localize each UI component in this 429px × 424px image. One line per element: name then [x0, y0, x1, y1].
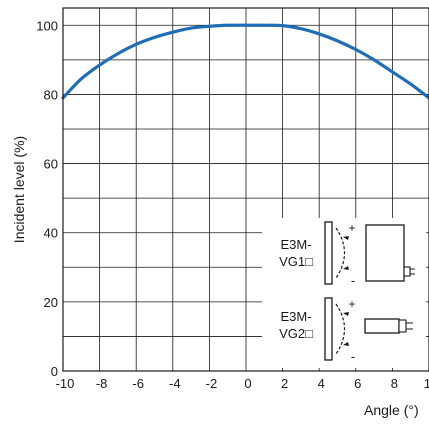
axis-labels: Incident level (%) Angle (°) — [11, 136, 419, 418]
group2-arrow-head-2 — [343, 342, 349, 346]
group2-plus-sign: + — [348, 297, 355, 311]
tick-labels: -10-8-6-4-20246810020406080100 — [36, 18, 429, 391]
group2-reflector — [324, 297, 333, 361]
x-tick-label: -2 — [206, 376, 218, 391]
y-tick-label: 20 — [44, 295, 58, 310]
group2-minus-sign: - — [351, 349, 355, 364]
plot-frame — [62, 7, 429, 372]
y-tick-label: 40 — [44, 226, 58, 241]
group1-sensor-body — [365, 224, 405, 282]
y-axis-label: Incident level (%) — [11, 136, 27, 243]
group1-minus-sign: - — [351, 273, 355, 288]
model1-label-line2: VG1□ — [279, 254, 313, 269]
group2-connector — [398, 319, 407, 333]
group2-rotation-arc — [335, 303, 346, 355]
x-tick-label: 8 — [391, 376, 398, 391]
x-axis-label: Angle (°) — [364, 402, 419, 418]
group1-connector — [403, 266, 411, 277]
sensor-diagram: E3M- VG1□ E3M- VG2□ + - + - — [262, 218, 426, 368]
group1-plus-sign: + — [348, 221, 355, 235]
x-tick-label: -10 — [56, 376, 75, 391]
y-tick-label: 80 — [44, 87, 58, 102]
group1-rotation-arc — [335, 227, 346, 279]
group1-reflector — [324, 221, 333, 285]
x-tick-label: -6 — [132, 376, 144, 391]
x-tick-label: -8 — [96, 376, 108, 391]
x-tick-label: 6 — [354, 376, 361, 391]
group1-arrow-head-1 — [343, 236, 349, 240]
curve-layer — [61, 23, 429, 100]
x-tick-label: 2 — [281, 376, 288, 391]
x-tick-label: 10 — [424, 376, 429, 391]
group1-arrow-head-2 — [343, 266, 349, 270]
y-tick-label: 100 — [36, 18, 58, 33]
x-tick-label: 0 — [244, 376, 251, 391]
series-line — [61, 23, 429, 100]
y-tick-label: 60 — [44, 157, 58, 172]
group2-sensor-body — [364, 318, 400, 334]
group2-arrow-head-1 — [343, 312, 349, 316]
model1-label-line1: E3M- — [280, 237, 311, 252]
x-tick-label: -4 — [169, 376, 181, 391]
y-tick-label: 0 — [51, 364, 58, 379]
model2-label-line1: E3M- — [280, 309, 311, 324]
x-tick-label: 4 — [318, 376, 325, 391]
model2-label-line2: VG2□ — [279, 326, 313, 341]
